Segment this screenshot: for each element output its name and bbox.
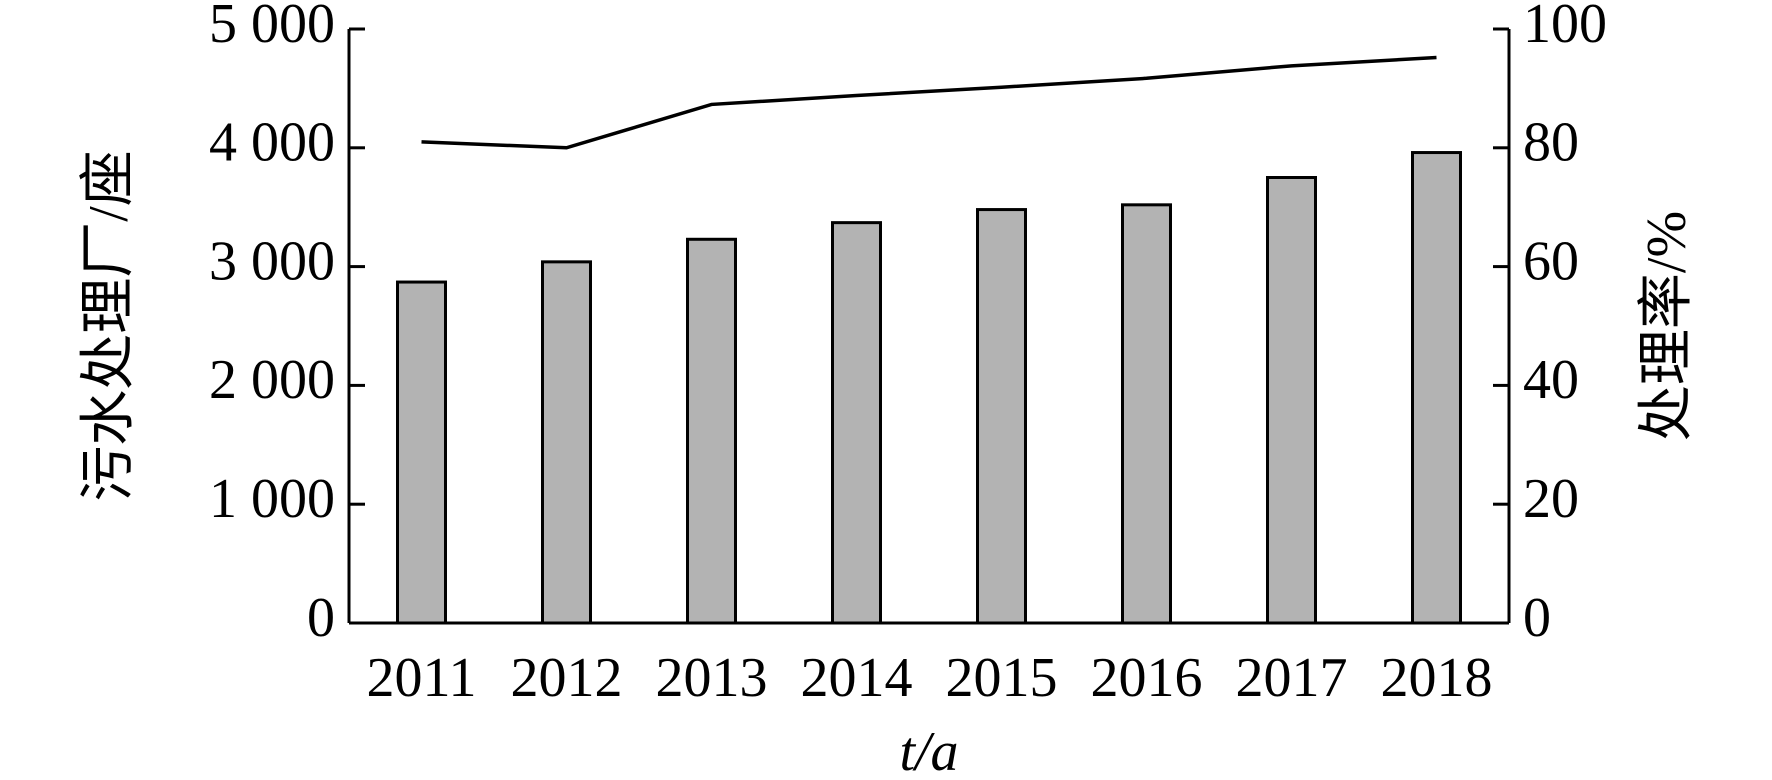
x-axis-label: t/a xyxy=(899,721,958,780)
x-tick-label: 2013 xyxy=(656,647,768,709)
y-tick-label: 1 000 xyxy=(209,468,335,530)
bar xyxy=(1411,151,1462,625)
y2-tick-label: 0 xyxy=(1523,587,1551,649)
y-tick-label: 3 000 xyxy=(209,230,335,292)
y-tick-label: 4 000 xyxy=(209,112,335,174)
bar xyxy=(686,237,737,625)
line xyxy=(421,55,1437,150)
bar xyxy=(1121,203,1172,625)
x-tick-label: 2015 xyxy=(946,647,1058,709)
x-tick-label: 2018 xyxy=(1381,647,1493,709)
y-axis-label: 污水处理厂/座 xyxy=(78,150,140,502)
bar xyxy=(831,221,882,625)
x-tick-label: 2011 xyxy=(367,647,477,709)
bar xyxy=(396,280,447,625)
bar xyxy=(541,260,592,625)
y-tick-label: 5 000 xyxy=(209,0,335,55)
bar xyxy=(1266,176,1317,625)
y2-tick-label: 100 xyxy=(1523,0,1607,55)
y2-tick-label: 60 xyxy=(1523,230,1579,292)
y2-tick-label: 80 xyxy=(1523,112,1579,174)
bar xyxy=(976,208,1027,625)
y-tick-label: 0 xyxy=(307,587,335,649)
y2-tick-label: 40 xyxy=(1523,349,1579,411)
x-tick-label: 2012 xyxy=(511,647,623,709)
y2-axis-label: 处理率/% xyxy=(1636,211,1698,441)
x-tick-label: 2016 xyxy=(1091,647,1203,709)
x-tick-label: 2017 xyxy=(1236,647,1348,709)
y2-tick-label: 20 xyxy=(1523,468,1579,530)
x-tick-label: 2014 xyxy=(801,647,913,709)
y-tick-label: 2 000 xyxy=(209,349,335,411)
